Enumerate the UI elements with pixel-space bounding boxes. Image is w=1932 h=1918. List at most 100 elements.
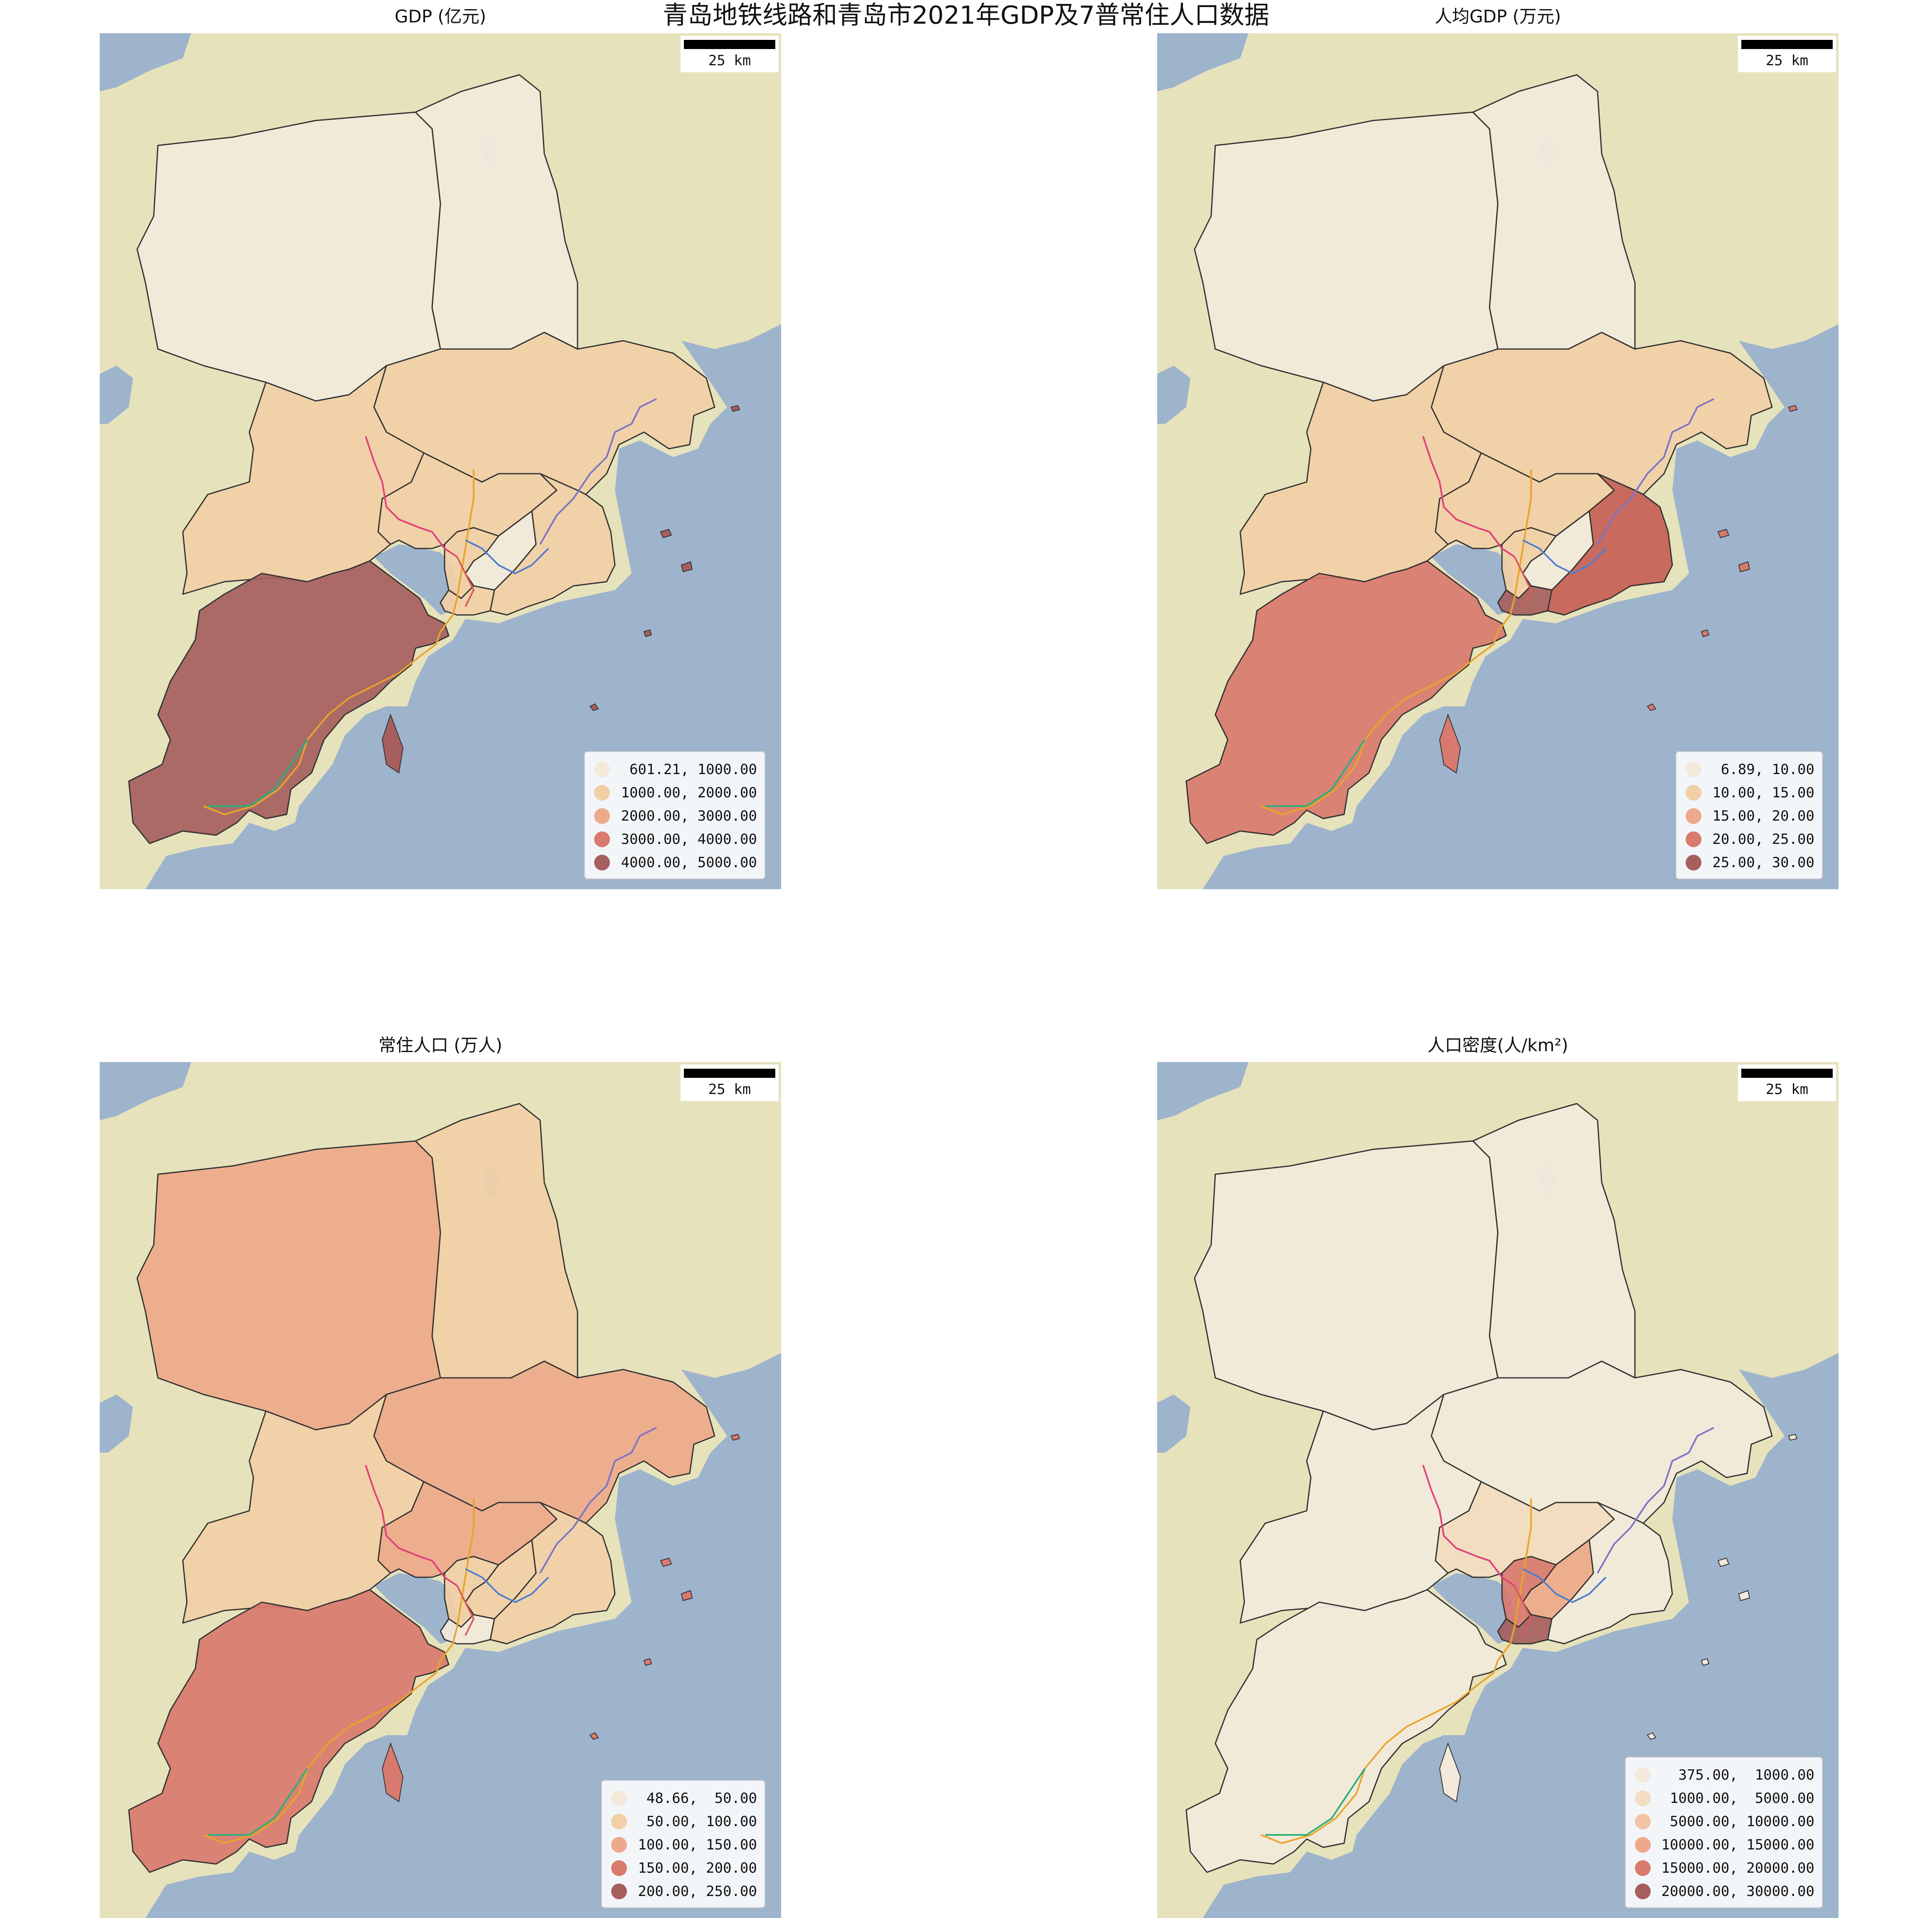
legend-swatch [611, 1860, 627, 1876]
legend-swatch [1686, 831, 1702, 847]
legend-swatch [1635, 1884, 1651, 1899]
legend-label: 15.00, 20.00 [1712, 808, 1814, 824]
island [1647, 1732, 1657, 1740]
metro-line [1522, 539, 1607, 574]
jiaozhou-bay [374, 1573, 457, 1644]
metro-line [539, 1427, 657, 1574]
island [730, 1434, 740, 1441]
sea-area [145, 324, 781, 889]
legend-label: 100.00, 150.00 [638, 1837, 757, 1853]
metro-line [1422, 436, 1515, 558]
legend-label: 48.66, 50.00 [646, 1790, 757, 1807]
legend-swatch [594, 808, 610, 824]
metro-line [365, 436, 458, 558]
legend-label: 20000.00, 30000.00 [1661, 1883, 1814, 1900]
island [660, 529, 672, 539]
reservoir [1157, 1394, 1190, 1453]
legend-label: 10000.00, 15000.00 [1661, 1837, 1814, 1853]
map-panel-population: 常住人口 (万人) 25 km 48.66, 50.00 50.00, 100.… [100, 1035, 781, 1918]
metro-line [465, 1568, 549, 1603]
district-huangdao [128, 1589, 450, 1873]
island [1788, 1434, 1798, 1441]
metro-line [1522, 1568, 1607, 1603]
legend-label: 4000.00, 5000.00 [621, 854, 757, 871]
island [643, 629, 652, 637]
legend-swatch [611, 1790, 627, 1806]
scale-bar-line [684, 1069, 775, 1078]
legend-swatch [611, 1837, 627, 1853]
metro-line [1261, 1498, 1532, 1844]
scale-bar: 25 km [681, 36, 779, 72]
legend-label: 5000.00, 10000.00 [1670, 1813, 1814, 1830]
legend-item: 10.00, 15.00 [1686, 781, 1814, 804]
sea-area-north [100, 1062, 191, 1120]
island [1717, 529, 1730, 539]
legend-label: 2000.00, 3000.00 [621, 808, 757, 824]
map-panel-gdp: GDP (亿元) 25 km 601.21, 1000.00 1000.00, 2… [100, 6, 781, 889]
sea-area [145, 1353, 781, 1918]
sea-area-north [100, 33, 191, 91]
scale-bar-line [1741, 40, 1833, 49]
legend-swatch [1686, 808, 1702, 824]
metro-line [203, 470, 474, 815]
legend-swatch [594, 762, 610, 777]
legend-item: 1000.00, 5000.00 [1635, 1787, 1814, 1810]
legend: 6.89, 10.00 10.00, 15.00 15.00, 20.00 20.00… [1676, 751, 1823, 879]
scale-bar-label: 25 km [1765, 52, 1809, 69]
island [589, 1732, 599, 1740]
metro-line [456, 556, 474, 607]
reservoir [1157, 366, 1190, 424]
map-canvas [100, 1062, 781, 1918]
scale-bar: 25 km [1738, 1065, 1836, 1101]
legend-swatch [594, 855, 610, 870]
map-panel-population-density: 人口密度(人/km²) 25 km 375.00, 1000.00 1000.00… [1157, 1035, 1839, 1918]
legend-swatch [1635, 1767, 1651, 1783]
legend-label: 6.89, 10.00 [1721, 761, 1814, 778]
jiaozhou-bay [1431, 544, 1514, 615]
legend-label: 150.00, 200.00 [638, 1860, 757, 1876]
island [589, 703, 599, 711]
legend-swatch [611, 1814, 627, 1829]
legend-item: 6.89, 10.00 [1686, 758, 1814, 781]
scale-bar-line [1741, 1069, 1833, 1078]
island [1701, 629, 1710, 637]
legend-label: 10.00, 15.00 [1712, 784, 1814, 801]
metro-line [208, 739, 308, 807]
metro-line [465, 539, 549, 574]
metro-line [1597, 398, 1714, 545]
legend-swatch [1635, 1860, 1651, 1876]
island [1717, 1557, 1730, 1567]
island [681, 561, 693, 573]
district-laixi [1472, 74, 1636, 350]
island [730, 405, 740, 412]
legend-item: 20.00, 25.00 [1686, 828, 1814, 851]
scale-bar-label: 25 km [1765, 1081, 1809, 1098]
district-pingdu [1194, 111, 1499, 402]
legend-label: 15000.00, 20000.00 [1661, 1860, 1814, 1876]
legend-swatch [1635, 1814, 1651, 1829]
legend-item: 200.00, 250.00 [611, 1880, 757, 1903]
scale-bar-label: 25 km [708, 1081, 751, 1098]
legend-item: 1000.00, 2000.00 [594, 781, 757, 804]
legend-swatch [611, 1884, 627, 1899]
legend-swatch [1686, 785, 1702, 801]
metro-line [1597, 1427, 1714, 1574]
metro-line [456, 1585, 474, 1636]
island [1439, 713, 1461, 774]
metro-line [1422, 1465, 1515, 1586]
figure-title: 青岛地铁线路和青岛市2021年GDP及7普常住人口数据 [663, 1, 1269, 30]
panel-title: 人口密度(人/km²) [1427, 1035, 1568, 1055]
legend-item: 601.21, 1000.00 [594, 758, 757, 781]
metro-line [1261, 470, 1532, 815]
district-huangdao [1185, 560, 1507, 844]
island [381, 713, 404, 774]
sea-area-north [1157, 1062, 1249, 1120]
scale-bar-label: 25 km [708, 52, 751, 69]
island [681, 1590, 693, 1601]
legend-item: 100.00, 150.00 [611, 1833, 757, 1857]
legend-label: 200.00, 250.00 [638, 1883, 757, 1900]
sea-area-north [1157, 33, 1249, 91]
legend-label: 1000.00, 5000.00 [1670, 1790, 1814, 1807]
map-panel-gdp-per-capita: 人均GDP (万元) 25 km 6.89, 10.00 10.00, 15.00… [1157, 6, 1839, 889]
metro-line [1265, 1768, 1366, 1836]
